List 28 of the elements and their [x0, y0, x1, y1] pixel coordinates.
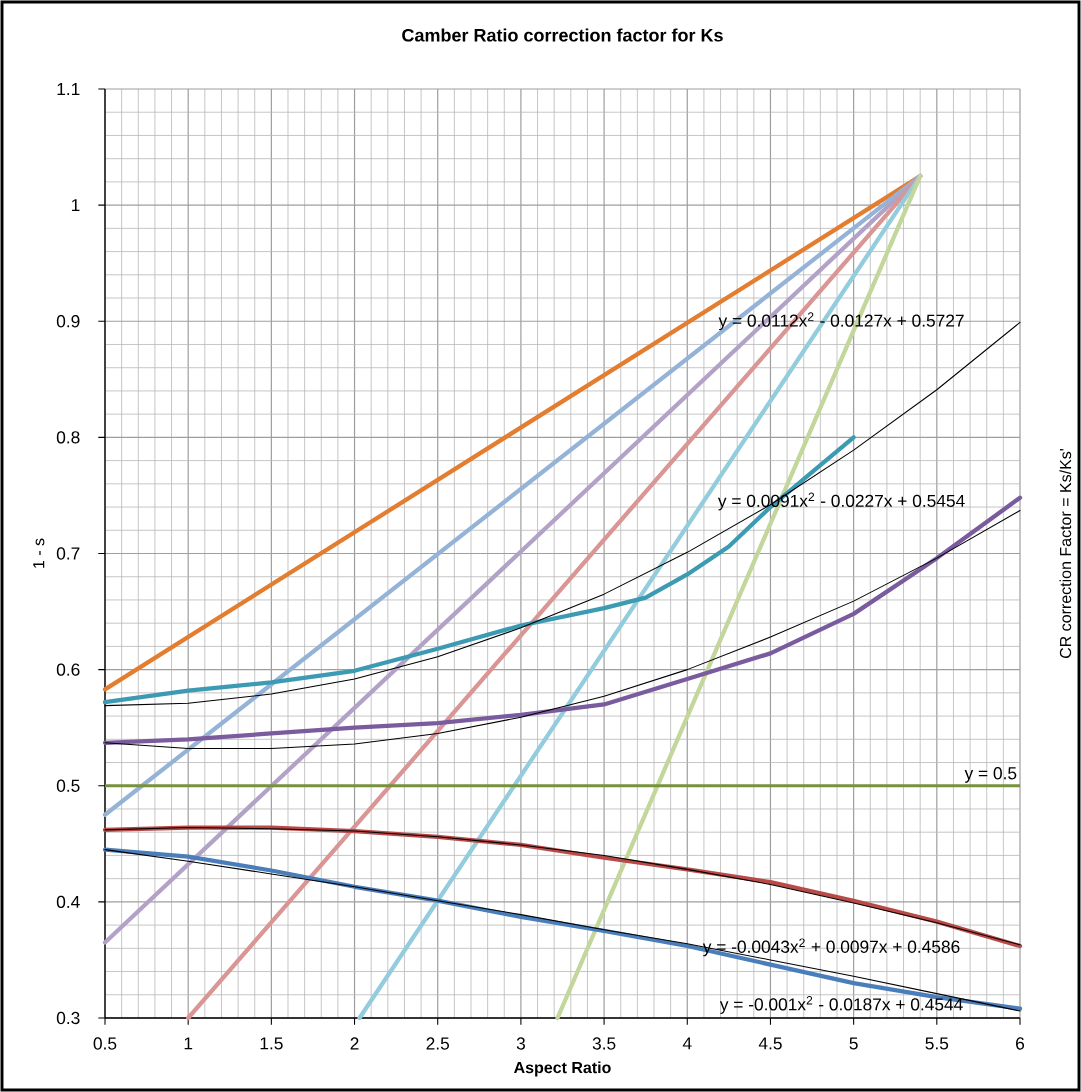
- x-tick-label: 5.5: [925, 1037, 949, 1050]
- y-axis-title: 1 - s: [33, 538, 45, 568]
- x-tick-label: 4.5: [758, 1037, 782, 1050]
- y-tick-label: 1: [71, 199, 80, 212]
- x-axis-title: Aspect Ratio: [514, 1061, 611, 1077]
- x-tick-label: 6: [1016, 1037, 1025, 1050]
- annotation: y = 0.0112x$^{2}$ - 0.0127x + 0.5727: [718, 312, 964, 331]
- x-tick-label: 1: [184, 1037, 193, 1050]
- annotation: y = -0.001x$^{2}$ - 0.0187x + 0.4544: [719, 996, 963, 1014]
- y-tick-label: 0.4: [56, 895, 80, 909]
- x-tick-label: 2.5: [426, 1037, 450, 1050]
- x-tick-label: 5: [849, 1037, 858, 1050]
- y-tick-label: 0.5: [56, 779, 80, 792]
- y-tick-label: 0.6: [56, 663, 80, 676]
- y-tick-label: 0.8: [56, 431, 80, 444]
- y-tick-label: 1.1: [57, 83, 80, 95]
- x-tick-label: 4: [682, 1037, 692, 1050]
- x-tick-label: 1.5: [260, 1037, 283, 1050]
- ref-line-label: y = 0.5: [964, 767, 1017, 783]
- x-tick-label: 0.5: [93, 1037, 117, 1050]
- y-tick-label: 0.3: [56, 1011, 80, 1025]
- y-tick-label: 0.7: [56, 547, 80, 560]
- x-tick-label: 3: [516, 1037, 525, 1050]
- x-tick-label: 2: [350, 1037, 359, 1050]
- chart-title: Camber Ratio correction factor for Ks: [402, 28, 723, 42]
- y2-axis-title: CR correction Factor = Ks/Ks': [1059, 448, 1072, 659]
- x-tick-label: 3.5: [592, 1037, 616, 1050]
- y-tick-label: 0.9: [56, 315, 80, 328]
